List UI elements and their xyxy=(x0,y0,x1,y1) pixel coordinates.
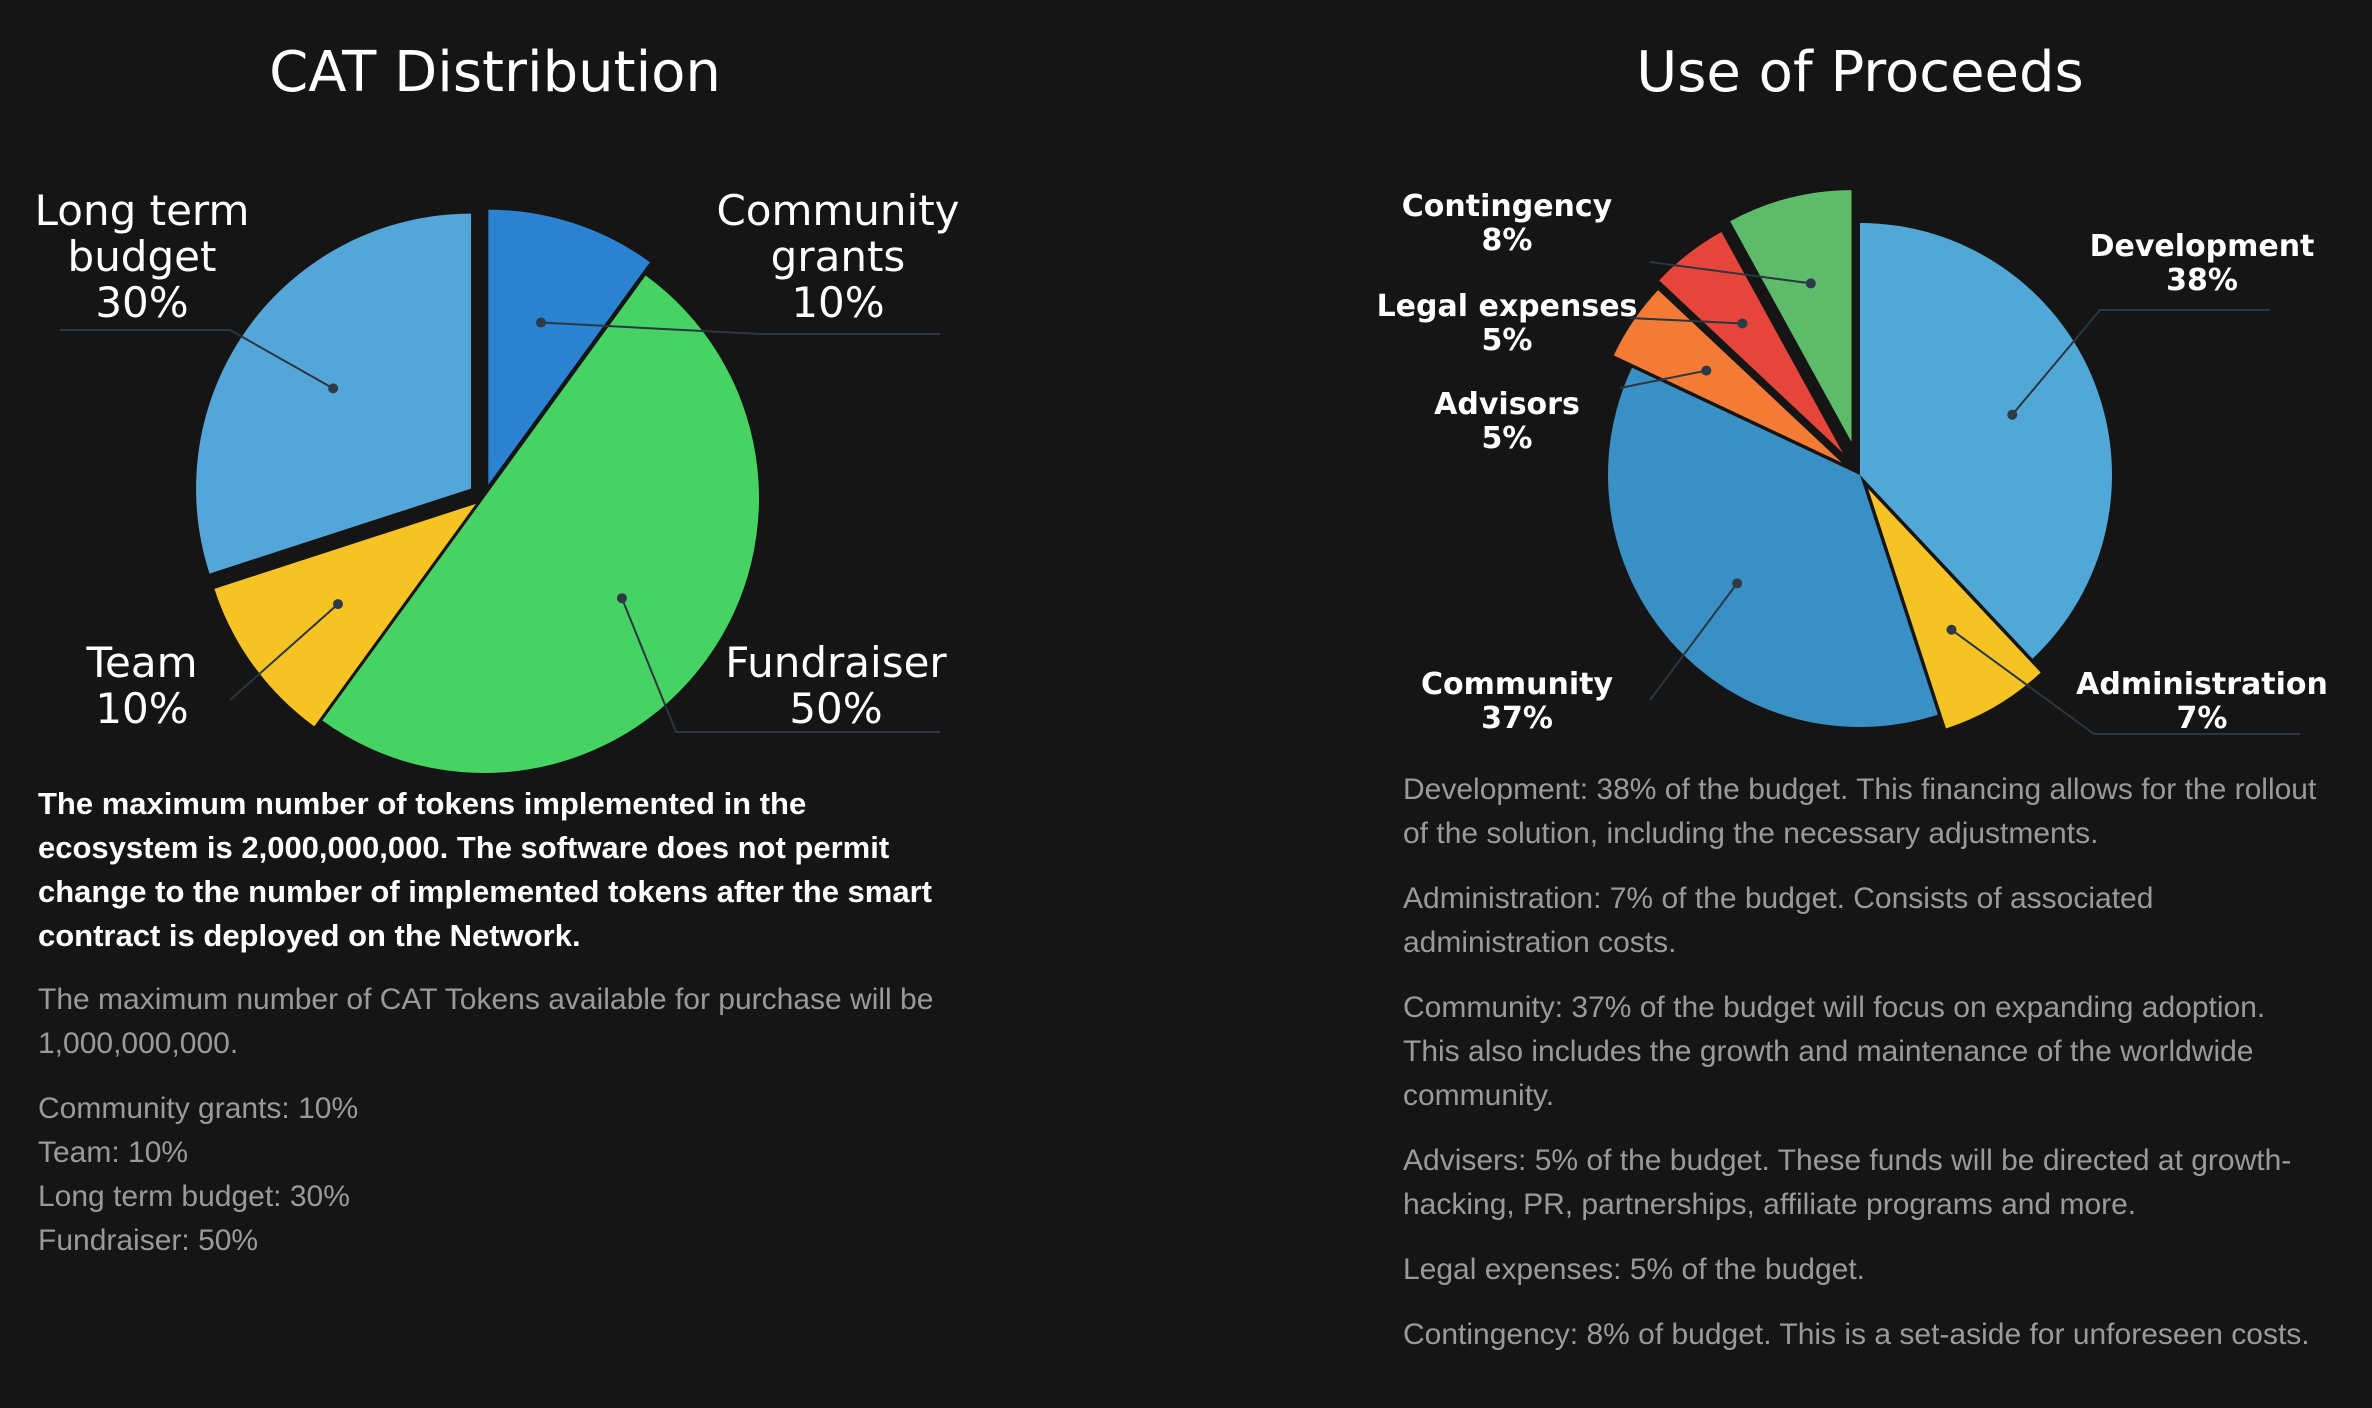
slice-percent-legal-expenses: 5% xyxy=(1482,323,1533,358)
pie-slice-development xyxy=(1860,223,2113,659)
distribution-item: Long term budget: 30% xyxy=(38,1180,350,1213)
leader-line-community xyxy=(1649,582,1738,701)
label-dot-contingency xyxy=(1805,278,1816,289)
proceeds-paragraph: Contingency: 8% of budget. This is a set… xyxy=(1403,1318,2310,1351)
slice-label-long-term-budget: Long term xyxy=(35,186,250,235)
slice-percent-community: 37% xyxy=(1481,701,1553,736)
use-of-proceeds-title: Use of Proceeds xyxy=(1636,40,2084,105)
pie-slice-administration xyxy=(1868,488,2041,729)
distribution-item: Community grants: 10% xyxy=(38,1092,359,1125)
leader-line-fundraiser xyxy=(621,597,940,733)
slice-label-administration: Administration xyxy=(2076,667,2328,702)
label-dot-long-term-budget xyxy=(328,383,339,394)
slice-percent-development: 38% xyxy=(2166,263,2238,298)
proceeds-paragraph: Administration: 7% of the budget. Consis… xyxy=(1403,882,2154,959)
leader-line-team xyxy=(229,603,339,701)
leader-line-administration xyxy=(1950,628,2300,735)
pie-slice-fundraiser xyxy=(322,275,759,774)
slice-label-development: Development xyxy=(2090,229,2315,264)
pie-slice-community xyxy=(1608,367,1938,728)
label-dot-community-grants xyxy=(536,317,547,328)
cat-distribution-pie-chart: Communitygrants10%Fundraiser50%Team10%Lo… xyxy=(35,186,960,774)
slice-percent-contingency: 8% xyxy=(1482,223,1533,258)
slice-label-team: Team xyxy=(85,638,197,687)
slice-percent-community-grants: 10% xyxy=(791,278,884,327)
proceeds-paragraph: Advisers: 5% of the budget. These funds … xyxy=(1403,1144,2292,1221)
label-dot-advisors xyxy=(1701,365,1712,376)
label-dot-fundraiser xyxy=(616,593,627,604)
label-dot-development xyxy=(2007,409,2018,420)
leader-line-community-grants xyxy=(540,321,940,335)
slice-percent-administration: 7% xyxy=(2177,701,2228,736)
cat-distribution-title: CAT Distribution xyxy=(269,40,721,105)
leader-line-legal-expenses xyxy=(1629,317,1743,325)
leader-line-development xyxy=(2011,309,2270,416)
leader-line-contingency xyxy=(1649,261,1811,285)
distribution-item: Team: 10% xyxy=(38,1136,189,1169)
slice-label-community: Community xyxy=(1421,667,1613,702)
pie-slice-team xyxy=(214,503,476,727)
purchase-paragraph: The maximum number of CAT Tokens availab… xyxy=(38,983,934,1060)
slice-percent-fundraiser: 50% xyxy=(789,684,882,733)
max-tokens-paragraph: The maximum number of tokens implemented… xyxy=(38,786,932,953)
leader-line-long-term-budget xyxy=(60,329,334,390)
slice-label-community-grants: grants xyxy=(771,232,906,281)
use-of-proceeds-text: Development: 38% of the budget. This fin… xyxy=(1403,768,2323,1378)
label-dot-legal-expenses xyxy=(1737,318,1748,329)
slice-percent-long-term-budget: 30% xyxy=(95,278,188,327)
slice-percent-team: 10% xyxy=(95,684,188,733)
pie-slice-long-term-budget xyxy=(196,213,472,574)
proceeds-paragraph: Development: 38% of the budget. This fin… xyxy=(1403,773,2317,850)
cat-distribution-text: The maximum number of tokens implemented… xyxy=(38,782,958,1263)
slice-label-advisors: Advisors xyxy=(1434,387,1580,422)
slice-label-long-term-budget: budget xyxy=(68,232,217,281)
pie-slice-legal-expenses xyxy=(1659,232,1843,453)
leader-line-advisors xyxy=(1619,369,1707,389)
slice-label-fundraiser: Fundraiser xyxy=(725,638,947,687)
proceeds-paragraph: Legal expenses: 5% of the budget. xyxy=(1403,1253,1866,1286)
label-dot-team xyxy=(332,599,343,610)
label-dot-administration xyxy=(1946,624,1957,635)
slice-percent-advisors: 5% xyxy=(1482,421,1533,456)
pie-slice-advisors xyxy=(1613,290,1842,463)
pie-slice-community-grants xyxy=(488,209,650,485)
distribution-item: Fundraiser: 50% xyxy=(38,1224,259,1257)
slice-label-contingency: Contingency xyxy=(1402,189,1613,224)
pie-slice-contingency xyxy=(1730,190,1852,443)
proceeds-paragraph: Community: 37% of the budget will focus … xyxy=(1403,991,2266,1112)
slice-label-legal-expenses: Legal expenses xyxy=(1377,289,1638,324)
slice-label-community-grants: Community xyxy=(716,186,959,235)
label-dot-community xyxy=(1732,578,1743,589)
